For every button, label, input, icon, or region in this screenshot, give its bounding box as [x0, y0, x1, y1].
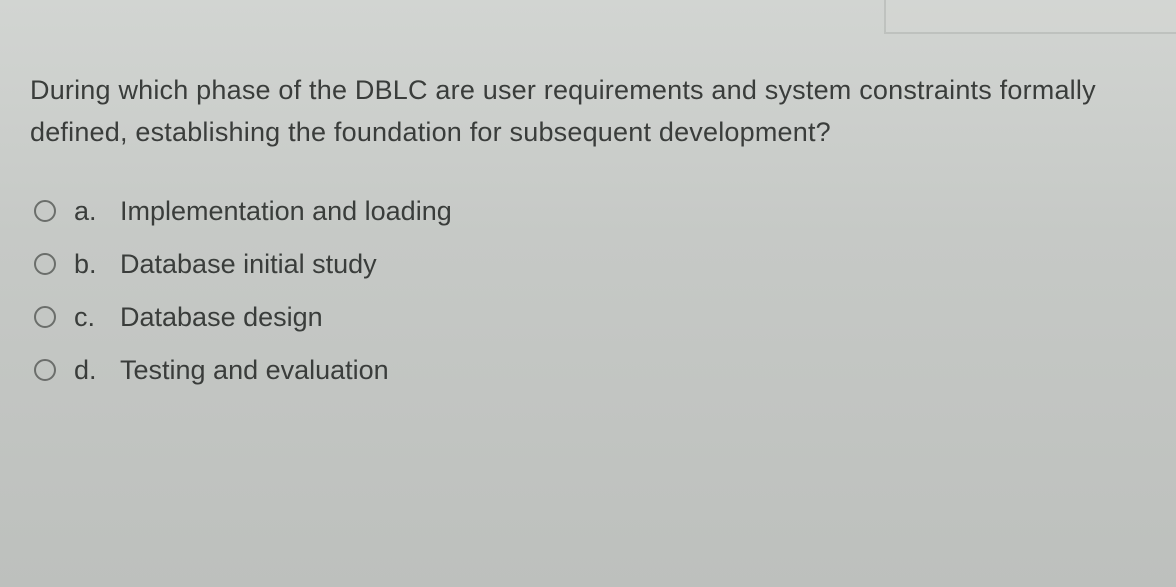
option-letter: a. — [74, 196, 102, 227]
option-d[interactable]: d. Testing and evaluation — [34, 355, 1136, 386]
option-c[interactable]: c. Database design — [34, 302, 1136, 333]
option-text: Database design — [120, 302, 323, 333]
options-list: a. Implementation and loading b. Databas… — [30, 196, 1136, 386]
option-b[interactable]: b. Database initial study — [34, 249, 1136, 280]
quiz-page: During which phase of the DBLC are user … — [0, 0, 1176, 587]
radio-icon[interactable] — [34, 253, 56, 275]
option-text: Implementation and loading — [120, 196, 452, 227]
option-text: Testing and evaluation — [120, 355, 389, 386]
option-letter: b. — [74, 249, 102, 280]
radio-icon[interactable] — [34, 200, 56, 222]
option-a[interactable]: a. Implementation and loading — [34, 196, 1136, 227]
option-letter: c. — [74, 302, 102, 333]
top-strip-decor — [884, 0, 1176, 34]
radio-icon[interactable] — [34, 306, 56, 328]
radio-icon[interactable] — [34, 359, 56, 381]
option-text: Database initial study — [120, 249, 377, 280]
option-letter: d. — [74, 355, 102, 386]
question-text: During which phase of the DBLC are user … — [30, 70, 1110, 154]
